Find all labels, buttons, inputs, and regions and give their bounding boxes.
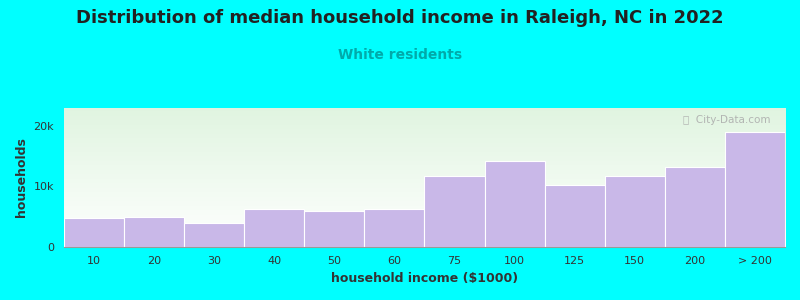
Bar [545,184,605,247]
X-axis label: household income ($1000): household income ($1000) [331,272,518,285]
Bar [665,167,725,247]
Bar [124,217,184,247]
Bar [725,132,785,247]
Bar [485,161,545,247]
Text: Distribution of median household income in Raleigh, NC in 2022: Distribution of median household income … [76,9,724,27]
Bar [64,218,124,247]
Bar [605,176,665,247]
Bar [364,209,425,247]
Text: ⓘ  City-Data.com: ⓘ City-Data.com [683,115,770,125]
Text: White residents: White residents [338,48,462,62]
Bar [425,176,485,247]
Bar [184,223,244,247]
Y-axis label: households: households [15,137,28,217]
Bar [244,209,304,247]
Bar [304,211,364,247]
